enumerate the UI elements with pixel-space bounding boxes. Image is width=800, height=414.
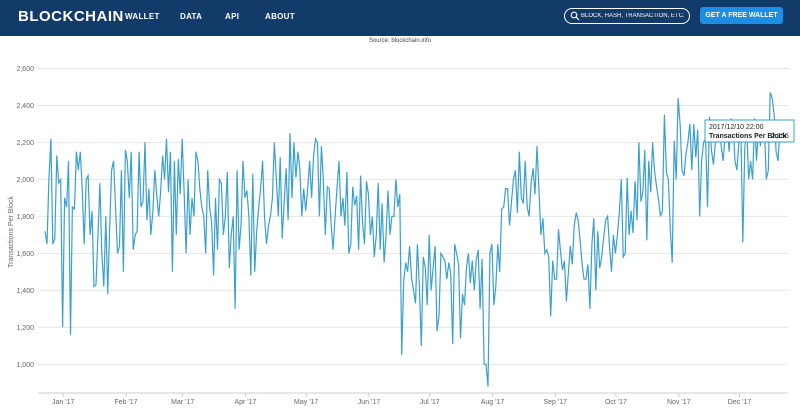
x-tick-label: Aug '17: [481, 399, 505, 406]
x-tick-label: Jan '17: [52, 399, 74, 406]
series-line[interactable]: [44, 92, 783, 387]
tooltip-date: 2017/12/10 22:00: [709, 124, 764, 131]
x-tick-label: Dec '17: [728, 399, 752, 406]
y-tick-label: 2,600: [16, 66, 34, 73]
x-tick-label: Jul '17: [420, 399, 440, 406]
tooltip-box: [704, 119, 795, 143]
y-tick-label: 1,200: [16, 325, 34, 332]
y-tick-label: 1,000: [16, 362, 34, 369]
source-caption: Source: blockchain.info: [368, 38, 432, 44]
y-tick-label: 2,200: [16, 140, 34, 147]
x-tick-label: May '17: [294, 399, 318, 406]
x-tick-label: Nov '17: [667, 399, 691, 406]
x-tick-label: Feb '17: [114, 399, 137, 406]
y-tick-label: 1,400: [16, 288, 34, 295]
x-tick-label: Apr '17: [234, 399, 256, 406]
tooltip-value: 2,156: [771, 133, 789, 140]
nav-link-about[interactable]: ABOUT: [265, 12, 295, 21]
x-tick-label: Mar '17: [171, 399, 194, 406]
x-axis-ticks: Jan '17 Feb '17 Mar '17 Apr '17 May '17 Jun '…: [52, 393, 751, 406]
y-tick-label: 2,400: [16, 103, 34, 110]
y-tick-label: 1,800: [16, 214, 34, 221]
x-tick-label: Jun '17: [358, 399, 380, 406]
y-axis-label: Transactions Per Block: [8, 196, 15, 268]
top-navbar: BLOCKCHAIN WALLET DATA API ABOUT GET A F…: [0, 0, 800, 36]
search-input[interactable]: [581, 9, 685, 23]
search-box[interactable]: [564, 8, 690, 24]
tooltip-label: Transactions Per Block: [709, 133, 787, 140]
nav-link-api[interactable]: API: [225, 12, 240, 21]
chart-tooltip: 2017/12/10 22:00 Transactions Per Block …: [704, 119, 795, 143]
nav-link-data[interactable]: DATA: [180, 12, 203, 21]
get-free-wallet-button[interactable]: GET A FREE WALLET: [700, 7, 783, 24]
y-axis-ticks: 1,000 1,200 1,400 1,600 1,800 2,000 2,200 2,400…: [16, 66, 34, 369]
nav-link-wallet[interactable]: WALLET: [125, 12, 160, 21]
site-logo[interactable]: BLOCKCHAIN: [18, 8, 124, 25]
x-tick-label: Sep '17: [543, 399, 567, 406]
search-icon: [570, 11, 580, 21]
x-tick-label: Oct '17: [605, 399, 627, 406]
y-tick-label: 1,600: [16, 251, 34, 258]
y-tick-label: 2,000: [16, 177, 34, 184]
grid-lines: [38, 67, 788, 365]
